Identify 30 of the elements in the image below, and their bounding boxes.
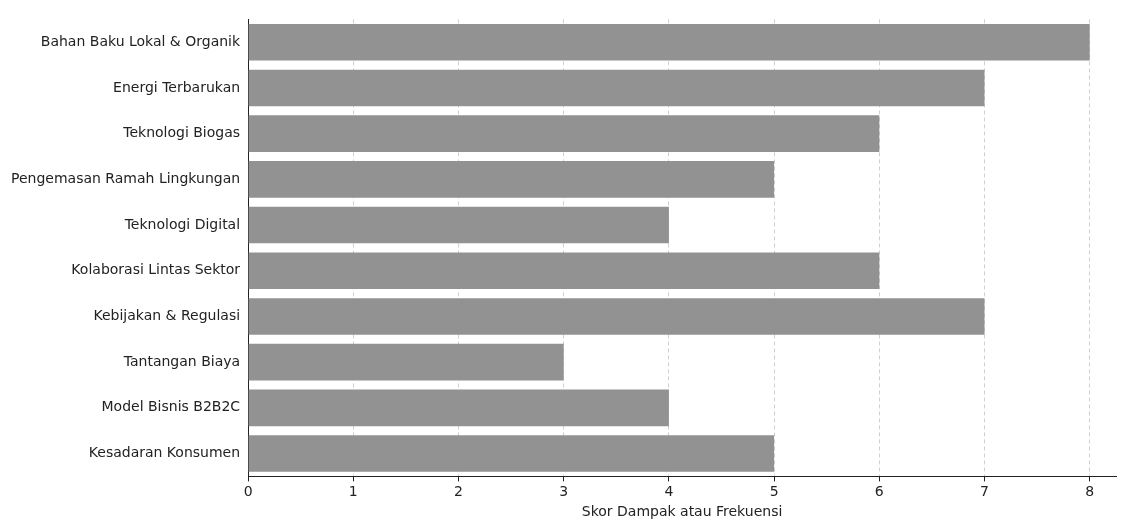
- y-tick-label: Pengemasan Ramah Lingkungan: [11, 169, 241, 186]
- bar: [248, 69, 985, 107]
- y-tick-label: Teknologi Biogas: [122, 124, 241, 141]
- y-tick-label: Kolaborasi Lintas Sektor: [71, 261, 241, 278]
- x-tick-label: 4: [664, 483, 674, 500]
- bar: [248, 435, 775, 472]
- x-tick-label: 5: [769, 483, 779, 500]
- x-tick-label: 2: [454, 483, 463, 500]
- y-tick-label: Model Bisnis B2B2C: [101, 398, 241, 415]
- y-tick-label: Teknologi Digital: [123, 215, 241, 232]
- y-tick-label: Energi Terbarukan: [113, 78, 241, 95]
- bar: [248, 206, 669, 244]
- y-tick-label: Tantangan Biaya: [122, 352, 241, 369]
- x-tick-label: 6: [874, 483, 884, 500]
- bar: [248, 161, 775, 198]
- bar: [248, 343, 564, 381]
- x-tick-label: 7: [980, 483, 989, 500]
- bar: [248, 252, 880, 290]
- bar: [248, 23, 1090, 61]
- y-tick-label: Bahan Baku Lokal & Organik: [40, 32, 241, 49]
- bar: [248, 298, 985, 335]
- x-tick-label: 0: [243, 483, 253, 500]
- y-tick-label: Kesadaran Konsumen: [88, 444, 241, 461]
- x-tick-label: 3: [559, 483, 569, 500]
- bar: [248, 115, 880, 152]
- x-tick-label: 1: [348, 483, 358, 500]
- x-tick-label: 8: [1085, 483, 1095, 500]
- x-axis-title: Skor Dampak atau Frekuensi: [581, 503, 783, 520]
- bar: [248, 389, 669, 427]
- y-tick-label: Kebijakan & Regulasi: [93, 307, 241, 324]
